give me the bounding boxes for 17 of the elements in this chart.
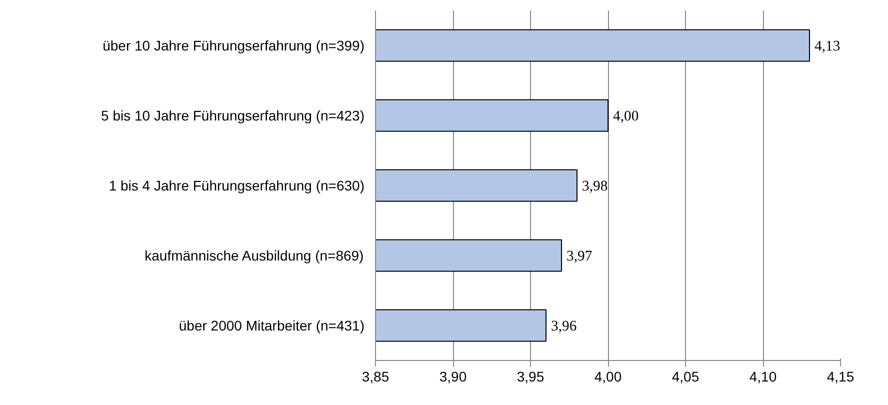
x-tick-label: 4,10: [749, 368, 777, 384]
y-tick-label: 5 bis 10 Jahre Führungserfahrung (n=423): [101, 108, 365, 124]
x-tick-label: 4,15: [826, 368, 854, 384]
data-label: 4,00: [613, 108, 639, 124]
y-tick-label: kaufmännische Ausbildung (n=869): [144, 248, 364, 264]
x-tick-label: 3,95: [516, 368, 544, 384]
data-label: 3,97: [566, 248, 592, 264]
x-tick-label: 4,05: [672, 368, 700, 384]
y-tick-label: über 10 Jahre Führungserfahrung (n=399): [102, 38, 365, 54]
data-label: 3,98: [582, 178, 608, 194]
data-label: 3,96: [551, 318, 577, 334]
x-tick-label: 3,90: [439, 368, 467, 384]
data-label: 4,13: [814, 38, 840, 54]
x-tick-label: 4,00: [594, 368, 622, 384]
x-tick-label: 3,85: [362, 368, 390, 384]
y-tick-label: über 2000 Mitarbeiter (n=431): [178, 318, 364, 334]
y-tick-label: 1 bis 4 Jahre Führungserfahrung (n=630): [108, 178, 365, 194]
